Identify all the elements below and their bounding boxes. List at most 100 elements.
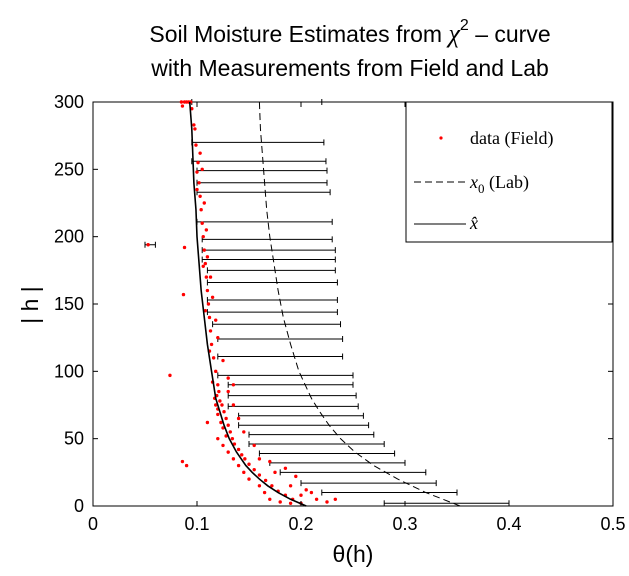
field-point-20	[206, 302, 211, 306]
field-point-39	[243, 457, 247, 461]
field-point-86	[257, 484, 262, 488]
field-point-82	[231, 457, 236, 461]
field-point-70	[200, 167, 204, 172]
field-point-73	[214, 403, 218, 407]
field-point-29	[218, 399, 222, 403]
estimate-curve	[188, 101, 307, 507]
field-point-1	[179, 100, 184, 104]
y-tick-label-5: 250	[54, 159, 84, 179]
legend-lab-sub: 0	[478, 181, 485, 196]
field-point-78	[224, 434, 228, 438]
legend-lab-label: x0 (Lab)	[469, 172, 529, 196]
field-point-94	[283, 466, 288, 470]
field-point-89	[278, 500, 282, 504]
field-point-68	[204, 228, 209, 232]
y-tick-label-4: 200	[54, 227, 84, 247]
field-point-12	[198, 194, 202, 198]
field-point-36	[232, 442, 237, 446]
field-point-40	[247, 462, 251, 466]
field-point-84	[242, 470, 246, 475]
x-tick-label-2: 0.2	[288, 514, 313, 534]
field-point-30	[220, 403, 224, 407]
field-point-61	[226, 376, 230, 380]
field-points	[146, 100, 338, 506]
field-point-37	[236, 447, 241, 452]
legend-field-marker	[439, 136, 443, 140]
field-point-50	[314, 497, 319, 501]
field-point-63	[216, 335, 220, 340]
field-point-54	[273, 470, 277, 475]
field-point-95	[268, 459, 272, 464]
field-point-31	[222, 410, 226, 414]
legend-field-label: data (Field)	[470, 128, 553, 149]
field-point-3	[182, 100, 187, 104]
field-point-100	[201, 264, 205, 268]
field-point-43	[263, 478, 268, 483]
y-axis-ticks: 0 50 100 150 200 250 300	[54, 92, 613, 516]
field-point-109	[231, 383, 236, 387]
field-point-88	[268, 497, 272, 501]
field-point-44	[270, 484, 274, 488]
field-point-7	[193, 127, 197, 131]
x-axis-ticks: 0 0.1 0.2 0.3 0.4 0.5	[88, 102, 626, 534]
x-tick-label-1: 0.1	[184, 514, 209, 534]
y-tick-label-0: 0	[74, 496, 84, 516]
field-point-11	[197, 181, 201, 185]
x-axis-label: θ(h)	[333, 541, 374, 567]
field-point-56	[252, 443, 256, 448]
field-point-8	[194, 143, 198, 147]
field-point-10	[195, 170, 199, 174]
field-point-38	[240, 453, 244, 457]
field-point-85	[247, 477, 251, 481]
chart-title-line1: Soil Moisture Estimates from χ2 – curve	[149, 17, 550, 48]
field-point-26	[216, 383, 220, 387]
field-point-42	[257, 473, 262, 477]
field-point-58	[236, 416, 241, 421]
field-point-69	[202, 201, 206, 205]
y-tick-label-2: 100	[54, 361, 84, 381]
error-bars	[144, 99, 510, 507]
field-point-51	[325, 500, 329, 504]
field-point-67	[205, 255, 210, 259]
field-point-71	[198, 151, 202, 155]
field-point-22	[208, 329, 213, 333]
field-point-33	[226, 423, 230, 427]
y-tick-label-3: 150	[54, 294, 84, 314]
field-point-66	[208, 275, 213, 279]
y-tick-label-1: 50	[64, 429, 84, 449]
field-point-57	[242, 430, 246, 434]
field-point-23	[209, 342, 214, 347]
field-point-87	[262, 490, 267, 495]
x-tick-label-0: 0	[88, 514, 98, 534]
field-point-102	[192, 123, 196, 127]
field-point-41	[252, 467, 256, 472]
field-point-60	[226, 389, 230, 394]
legend: data (Field) x0 (Lab) x̂	[405, 101, 613, 243]
field-point-99	[203, 309, 208, 313]
field-point-15	[201, 234, 205, 239]
field-point-79	[216, 436, 220, 441]
field-point-59	[231, 403, 236, 407]
legend-lab-rest: (Lab)	[485, 172, 529, 193]
field-point-96	[205, 420, 210, 425]
field-point-104	[181, 292, 186, 297]
field-point-18	[204, 275, 209, 279]
field-point-32	[224, 416, 228, 421]
field-point-106	[180, 459, 185, 464]
title-sup: 2	[460, 17, 469, 34]
field-point-49	[309, 490, 314, 495]
field-point-108	[146, 243, 150, 247]
field-point-83	[236, 463, 241, 468]
field-point-62	[221, 358, 225, 363]
field-point-53	[288, 484, 293, 488]
field-point-52	[333, 497, 338, 501]
field-point-64	[214, 318, 218, 322]
legend-estimate-label: x̂	[469, 213, 478, 233]
legend-lab-var: x	[469, 172, 478, 192]
field-point-35	[230, 436, 235, 441]
field-point-21	[207, 315, 212, 320]
field-point-105	[182, 245, 187, 250]
field-point-107	[184, 463, 189, 468]
field-point-25	[214, 369, 218, 374]
field-point-91	[299, 493, 303, 497]
